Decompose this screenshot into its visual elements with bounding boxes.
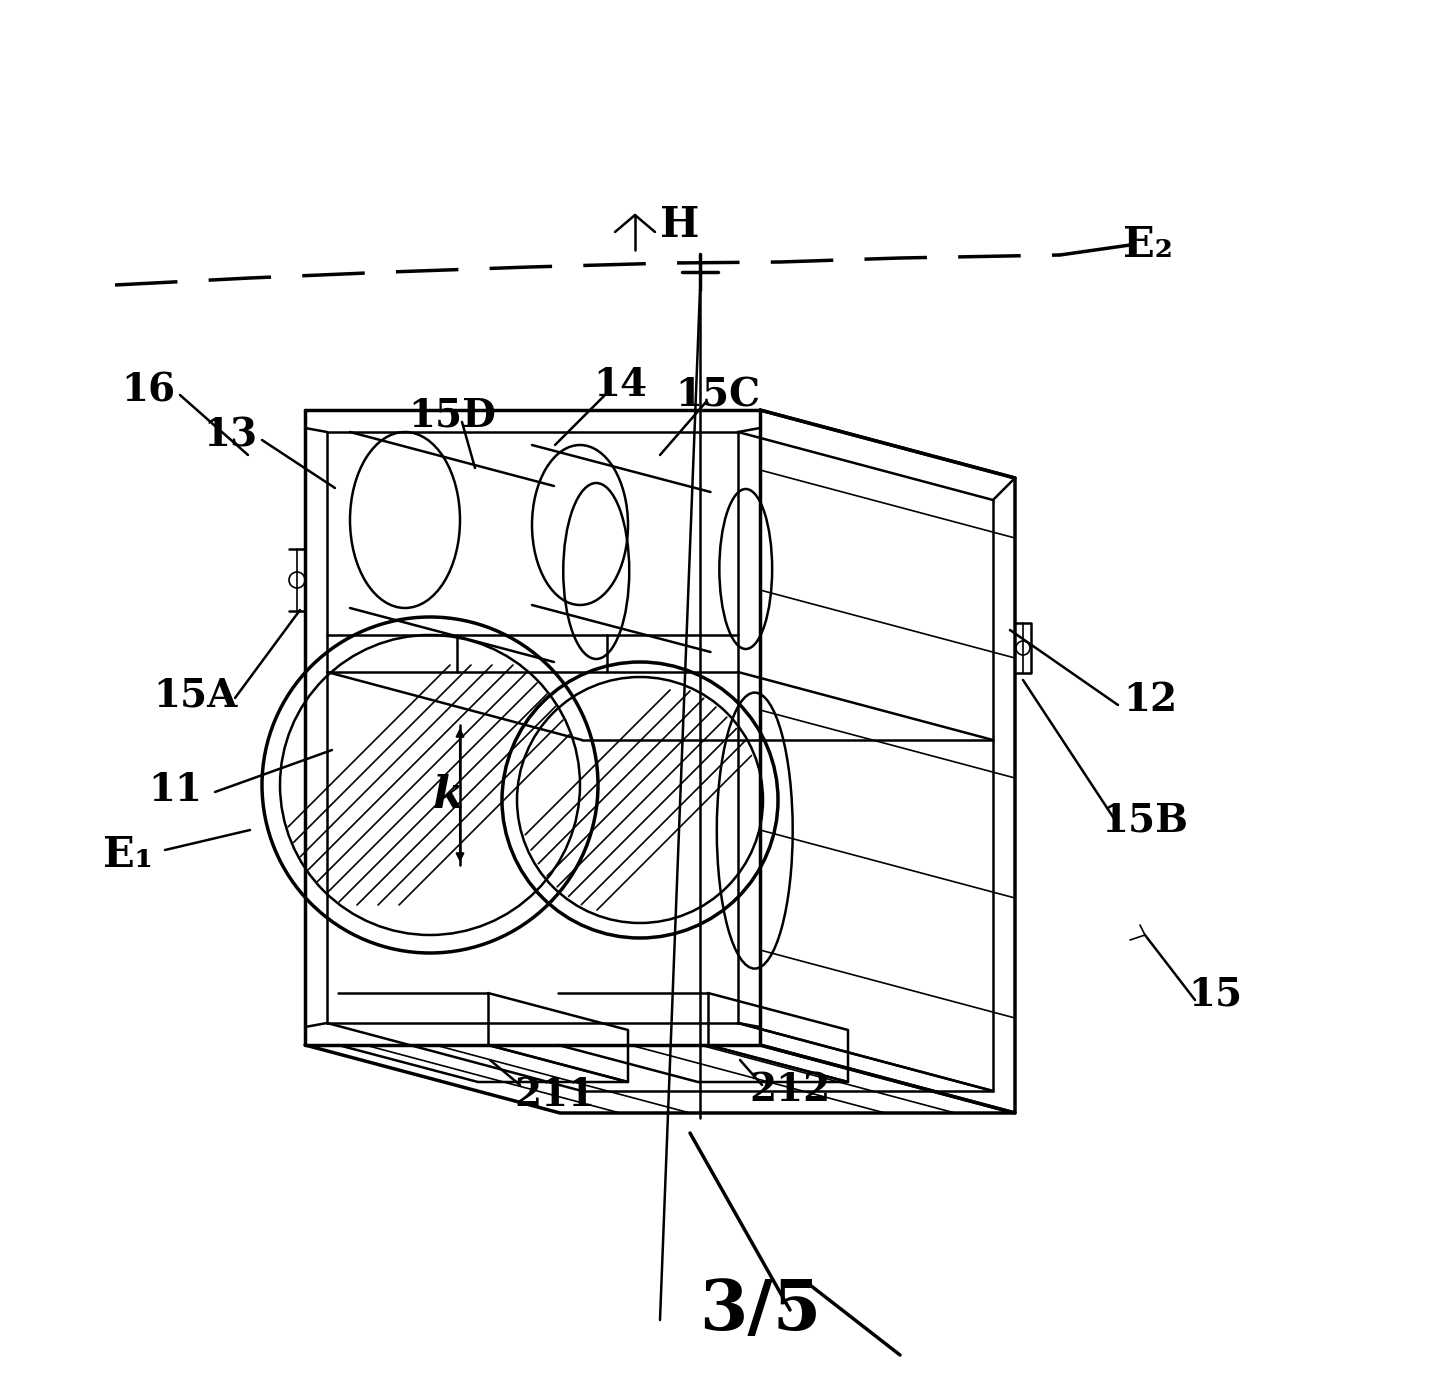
Text: 15: 15 <box>1188 976 1242 1013</box>
Text: E₁: E₁ <box>103 834 153 876</box>
Text: 3/5: 3/5 <box>699 1276 821 1344</box>
Text: 15A: 15A <box>153 676 238 714</box>
Text: 212: 212 <box>749 1072 831 1109</box>
Text: E₂: E₂ <box>1123 224 1174 265</box>
Text: 11: 11 <box>148 771 202 809</box>
Text: 15B: 15B <box>1102 801 1188 840</box>
Text: 211: 211 <box>514 1076 596 1113</box>
Text: H: H <box>661 204 699 246</box>
Text: 14: 14 <box>593 366 648 404</box>
Text: k: k <box>433 773 463 816</box>
Text: 15D: 15D <box>408 396 496 434</box>
Text: 15C: 15C <box>675 377 761 414</box>
Text: 13: 13 <box>203 416 257 455</box>
Text: 12: 12 <box>1123 681 1176 719</box>
Text: 16: 16 <box>120 371 175 409</box>
